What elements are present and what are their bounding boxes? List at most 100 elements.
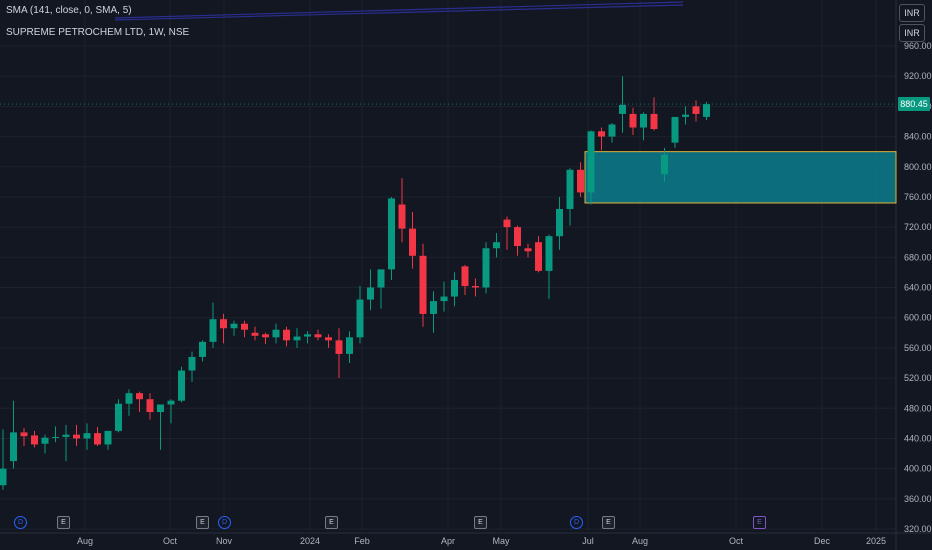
candle-body (482, 248, 490, 288)
x-tick-label: 2025 (866, 536, 886, 546)
candle-body (94, 433, 101, 445)
candle-body (230, 323, 238, 329)
candle-body (650, 113, 658, 130)
candle-body (199, 341, 206, 357)
candle-body (409, 228, 416, 256)
x-tick-label: Oct (163, 536, 178, 546)
y-tick-label: 480.00 (904, 403, 932, 413)
candle-body (136, 393, 143, 400)
y-tick-label: 560.00 (904, 343, 932, 353)
sma-line (114, 1, 684, 19)
candle-body (272, 329, 280, 338)
candle-body (0, 468, 7, 486)
y-tick-label: 680.00 (904, 252, 932, 262)
candle-body (73, 434, 80, 439)
y-tick-label: 640.00 (904, 283, 932, 293)
candle-body (451, 279, 458, 297)
candle-body (293, 336, 301, 341)
candle-body (692, 106, 700, 114)
x-tick-label: Aug (632, 536, 648, 546)
earnings-event-icon[interactable]: E (325, 516, 338, 529)
x-tick-label: Nov (216, 536, 233, 546)
y-tick-label: 760.00 (904, 192, 932, 202)
candle-body (241, 323, 248, 330)
y-tick-label: 400.00 (904, 464, 932, 474)
candle-body (472, 285, 479, 288)
candle-body (377, 269, 385, 288)
candle-body (682, 114, 689, 117)
candle-body (41, 437, 49, 444)
candle-body (10, 432, 17, 462)
candle-body (640, 113, 647, 128)
earnings-event-icon[interactable]: E (753, 516, 766, 529)
x-tick-label: Dec (814, 536, 831, 546)
candle-body (335, 340, 343, 354)
earnings-event-icon[interactable]: E (474, 516, 487, 529)
y-tick-label: 360.00 (904, 494, 932, 504)
x-tick-label: Feb (354, 536, 370, 546)
y-tick-label: 960.00 (904, 41, 932, 51)
y-tick-label: 440.00 (904, 433, 932, 443)
candle-body (671, 116, 679, 143)
candle-body (314, 334, 322, 338)
candle-body (356, 299, 364, 338)
demand-zone (584, 151, 897, 204)
candle-body (283, 329, 290, 341)
x-tick-label: May (492, 536, 510, 546)
candle-body (598, 131, 605, 137)
candle-body (566, 169, 574, 210)
y-tick-label: 920.00 (904, 71, 932, 81)
candle-body (608, 124, 616, 137)
candle-body (157, 404, 164, 413)
y-tick-label: 520.00 (904, 373, 932, 383)
candle-body (104, 430, 112, 445)
sma-line-2 (114, 4, 684, 21)
candle-body (262, 334, 269, 338)
candle-body (629, 113, 637, 128)
y-tick-label: 720.00 (904, 222, 932, 232)
candle-body (115, 403, 122, 431)
candle-body (178, 370, 185, 401)
x-tick-label: Apr (441, 536, 455, 546)
x-tick-label: Oct (729, 536, 744, 546)
candle-body (430, 301, 437, 314)
candle-body (20, 432, 28, 437)
symbol-title: SUPREME PETROCHEM LTD, 1W, NSE (6, 27, 190, 38)
earnings-event-icon[interactable]: E (57, 516, 70, 529)
earnings-event-icon[interactable]: E (196, 516, 209, 529)
candle-body (346, 337, 353, 354)
candle-body (577, 169, 584, 193)
candle-body (619, 104, 626, 114)
indicator-legend[interactable]: SMA (141, close, 0, SMA, 5) (6, 5, 132, 16)
candle-body (461, 266, 469, 286)
candle-body (325, 337, 332, 341)
candle-body (703, 104, 710, 117)
candle-body (52, 436, 59, 438)
currency-button-top[interactable]: INR (899, 4, 925, 22)
candle-body (188, 356, 196, 371)
candle-body (388, 198, 395, 270)
candle-body (398, 204, 406, 229)
candle-body (62, 434, 70, 437)
dividend-event-icon[interactable]: D (14, 516, 27, 529)
candle-body (367, 287, 374, 300)
candle-body (209, 319, 217, 342)
dividend-event-icon[interactable]: D (218, 516, 231, 529)
x-tick-label: Aug (77, 536, 93, 546)
candle-body (587, 131, 595, 193)
currency-button-scale[interactable]: INR (899, 24, 925, 42)
dividend-event-icon[interactable]: D (570, 516, 583, 529)
candle-body (146, 399, 154, 413)
earnings-event-icon[interactable]: E (602, 516, 615, 529)
candle-body (220, 319, 227, 329)
y-tick-label: 840.00 (904, 132, 932, 142)
candle-body (535, 242, 542, 271)
candle-body (83, 433, 91, 439)
x-tick-label: 2024 (300, 536, 320, 546)
last-price-label: 880.45 (898, 97, 930, 112)
candle-body (545, 236, 553, 271)
candle-body (440, 296, 448, 302)
candle-body (31, 435, 38, 445)
candle-body (514, 227, 521, 246)
